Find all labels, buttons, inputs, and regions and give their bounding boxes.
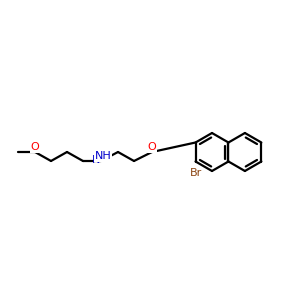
Text: N: N xyxy=(92,155,100,165)
Text: Br: Br xyxy=(189,169,202,179)
Text: NH: NH xyxy=(94,151,111,161)
Text: O: O xyxy=(148,142,156,152)
Text: O: O xyxy=(31,142,39,152)
Text: O: O xyxy=(31,142,39,152)
Text: Br: Br xyxy=(189,169,202,178)
Text: H: H xyxy=(97,150,105,160)
Text: O: O xyxy=(148,142,156,152)
Text: O: O xyxy=(31,142,39,152)
